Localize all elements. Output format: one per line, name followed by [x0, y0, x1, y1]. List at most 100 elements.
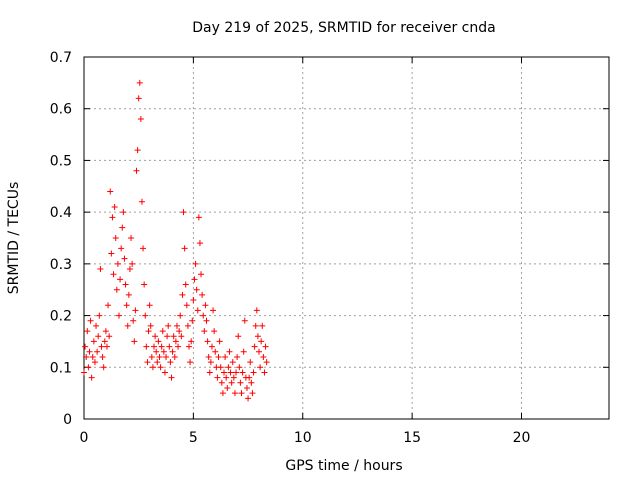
data-point — [176, 328, 183, 335]
plot-frame — [83, 56, 610, 420]
data-point — [223, 374, 230, 381]
x-axis-label: GPS time / hours — [285, 458, 402, 474]
data-point — [157, 364, 164, 371]
data-point — [260, 353, 267, 360]
chart-title: Day 219 of 2025, SRMTID for receiver cnd… — [192, 20, 495, 36]
y-tick-label: 0.6 — [50, 102, 72, 118]
data-point — [208, 343, 215, 350]
data-point — [83, 353, 90, 360]
y-tick-label: 0.2 — [50, 309, 72, 325]
data-point — [258, 338, 265, 345]
data-point — [207, 359, 214, 366]
data-point — [241, 317, 248, 324]
data-point — [239, 369, 246, 376]
data-point — [131, 338, 138, 345]
data-point — [192, 260, 199, 267]
data-point — [100, 364, 107, 371]
data-point — [161, 369, 168, 376]
data-point — [206, 369, 213, 376]
data-point — [252, 322, 259, 329]
data-point — [235, 333, 242, 340]
data-point — [130, 317, 137, 324]
data-point — [124, 322, 131, 329]
data-point — [140, 245, 147, 252]
data-point — [261, 369, 268, 376]
data-point — [178, 333, 185, 340]
data-point — [164, 333, 171, 340]
data-point — [257, 364, 264, 371]
data-point — [88, 374, 95, 381]
data-point — [110, 271, 117, 278]
data-point — [137, 116, 144, 123]
data-point — [149, 364, 156, 371]
data-point — [84, 328, 91, 335]
data-point — [204, 338, 211, 345]
data-point — [112, 235, 119, 241]
data-point — [217, 364, 224, 371]
data-point — [94, 348, 101, 355]
data-point — [91, 359, 98, 366]
y-tick-label: 0.7 — [50, 50, 72, 66]
data-point — [218, 379, 225, 386]
data-point — [221, 369, 227, 376]
data-point — [195, 214, 202, 221]
data-point — [152, 333, 159, 340]
data-point — [245, 395, 252, 402]
y-tick-label: 0.4 — [50, 205, 72, 221]
data-point — [101, 338, 108, 345]
data-point — [224, 384, 231, 391]
data-point — [196, 240, 203, 247]
data-point — [191, 276, 198, 283]
data-point — [263, 359, 270, 366]
data-point — [147, 322, 154, 329]
data-point — [123, 302, 130, 309]
data-point — [171, 353, 178, 360]
data-point — [200, 312, 207, 319]
data-point — [97, 266, 104, 273]
data-point — [210, 307, 217, 314]
data-point — [248, 379, 255, 386]
x-tick-label: 0 — [80, 430, 89, 446]
data-point — [199, 291, 206, 298]
data-point — [175, 343, 182, 350]
data-point — [102, 328, 109, 335]
data-point — [256, 348, 262, 355]
data-point — [93, 322, 100, 329]
data-point — [153, 348, 160, 355]
data-point — [187, 359, 194, 366]
data-point — [116, 312, 122, 319]
data-point — [103, 343, 110, 350]
data-point — [259, 322, 266, 329]
data-point — [238, 390, 245, 397]
data-point — [247, 359, 254, 366]
data-point — [138, 198, 145, 205]
data-point — [201, 328, 208, 335]
data-point — [90, 338, 97, 345]
data-point — [160, 348, 167, 355]
x-tick-label: 15 — [403, 430, 421, 446]
data-point — [188, 338, 195, 345]
data-point — [222, 353, 229, 360]
data-point — [114, 260, 121, 267]
data-point — [262, 343, 269, 350]
data-point — [135, 95, 142, 102]
data-point — [230, 374, 237, 381]
x-tick-label: 20 — [513, 430, 531, 446]
x-tick-label: 5 — [189, 430, 198, 446]
data-point — [236, 364, 243, 371]
data-point — [190, 297, 197, 304]
data-point — [170, 333, 177, 340]
data-point — [189, 317, 196, 324]
data-point — [173, 322, 180, 329]
y-tick-label: 0 — [63, 412, 72, 428]
data-point — [168, 374, 175, 381]
data-point — [122, 281, 129, 288]
data-point — [219, 390, 226, 397]
y-axis-label: SRMTID / TECUs — [6, 182, 22, 295]
data-point — [128, 235, 135, 241]
data-point — [109, 214, 116, 221]
x-tick-label: 10 — [294, 430, 312, 446]
data-point — [105, 302, 112, 309]
data-point — [120, 209, 127, 216]
